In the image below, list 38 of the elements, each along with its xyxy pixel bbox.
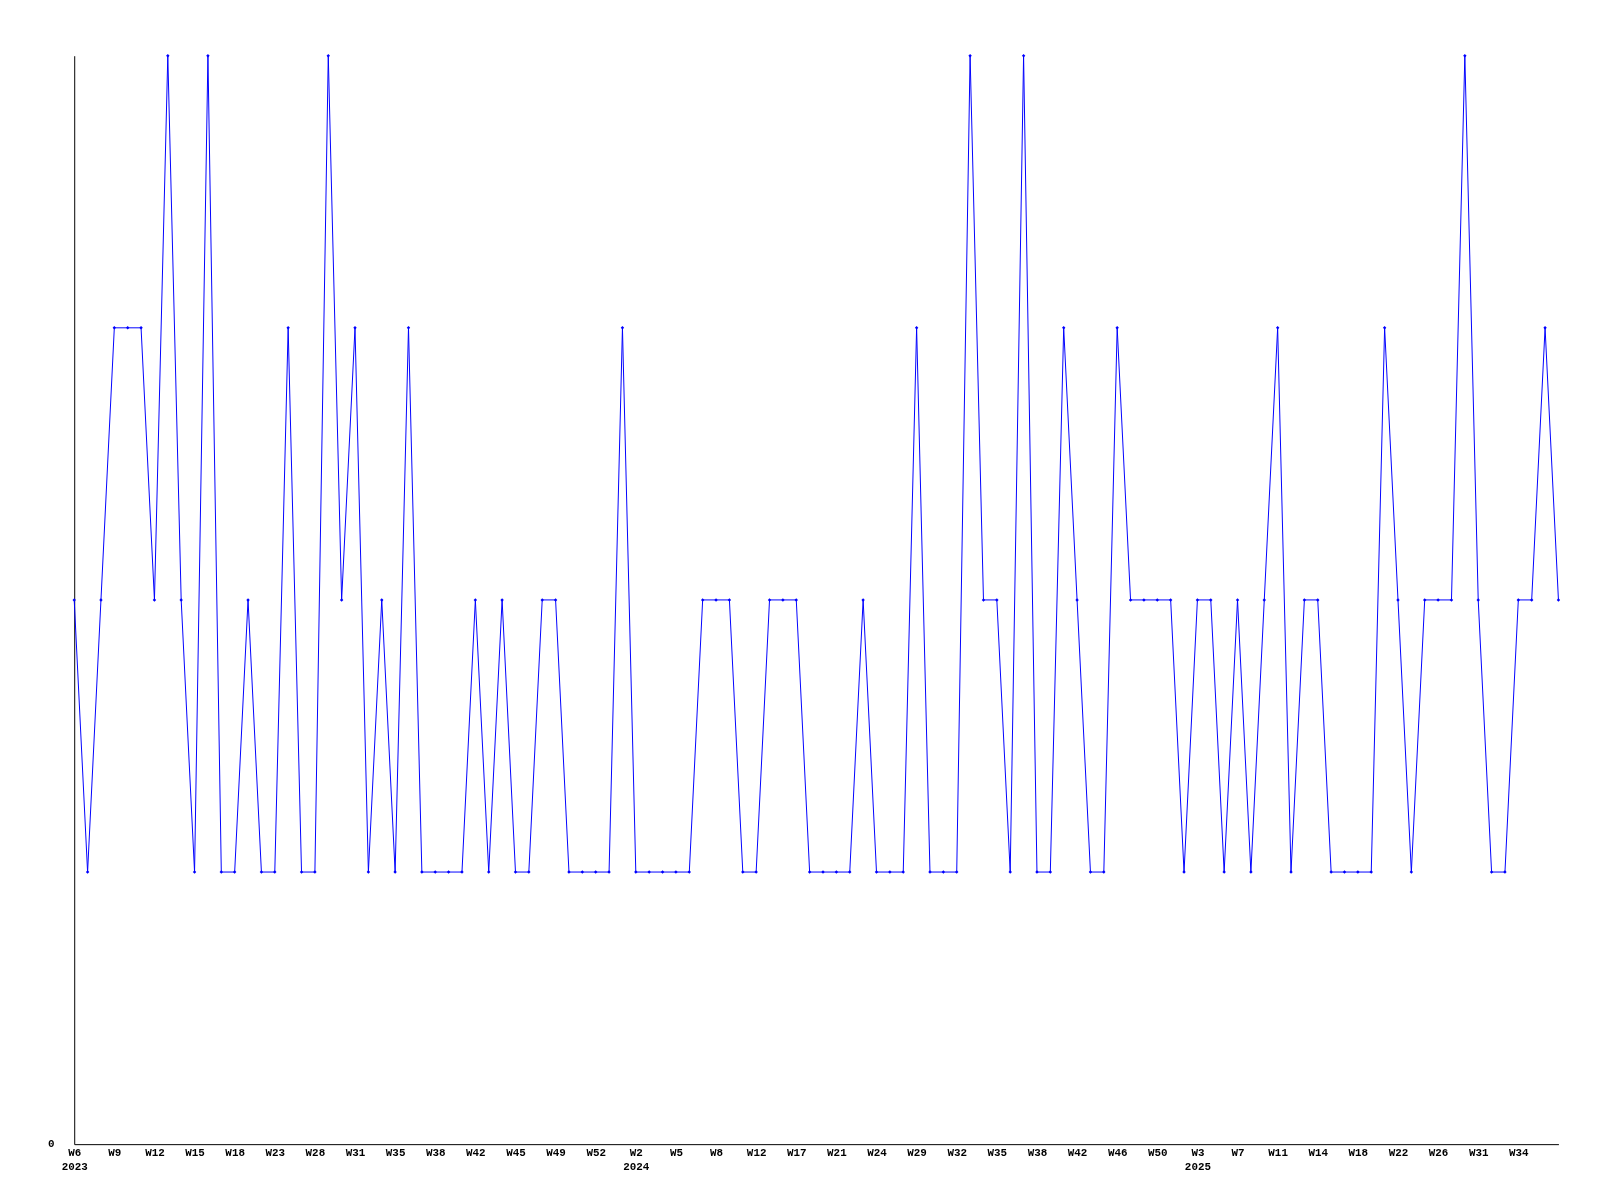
x-tick-label: W9 [108, 1146, 122, 1159]
x-tick-label: W15 [185, 1146, 205, 1159]
x-tick-label: W28 [305, 1146, 326, 1159]
x-tick-label: W7 [1231, 1146, 1245, 1159]
x-tick-label: W18 [1348, 1146, 1369, 1159]
x-tick-label: W52 [586, 1146, 606, 1159]
x-tick-label: W31 [1468, 1146, 1489, 1159]
x-tick-label: W35 [987, 1146, 1008, 1159]
text: 0 [47, 1138, 55, 1151]
x-tick-label: W32 [947, 1146, 968, 1159]
x-tick-label: W17 [786, 1146, 807, 1159]
x-tick-label: W29 [907, 1146, 927, 1159]
x-tick-label: W42 [1067, 1146, 1088, 1159]
x-tick-label: W35 [385, 1146, 406, 1159]
x-tick-label: W45 [506, 1146, 526, 1159]
x-tick-label: W14 [1308, 1146, 1329, 1159]
x-tick-label: W8 [710, 1146, 724, 1159]
x-tick-label: W6 2023 [61, 1146, 88, 1174]
x-tick-label: W5 [669, 1146, 683, 1159]
x-tick-label: W26 [1428, 1146, 1449, 1159]
x-tick-label: W3 2025 [1184, 1146, 1211, 1174]
x-tick-label: W46 [1107, 1146, 1128, 1159]
x-tick-label: W31 [345, 1146, 366, 1159]
x-tick-label: W12 [746, 1146, 767, 1159]
x-tick-label: W50 [1148, 1146, 1168, 1159]
x-tick-label: W38 [1027, 1146, 1048, 1159]
x-tick-label: W23 [265, 1146, 286, 1159]
x-tick-label: W2 2024 [623, 1146, 650, 1174]
x-tick-label: W34 [1509, 1146, 1530, 1159]
x-tick-label: W24 [867, 1146, 888, 1159]
x-tick-label: W11 [1268, 1146, 1289, 1159]
x-tick-label: W21 [827, 1146, 848, 1159]
x-tick-label: W18 [225, 1146, 245, 1159]
x-tick-label: W22 [1388, 1146, 1409, 1159]
x-tick-label: W12 [145, 1146, 165, 1159]
x-tick-label: W38 [425, 1146, 446, 1159]
x-tick-label: W49 [546, 1146, 566, 1159]
x-tick-label: W42 [466, 1146, 486, 1159]
